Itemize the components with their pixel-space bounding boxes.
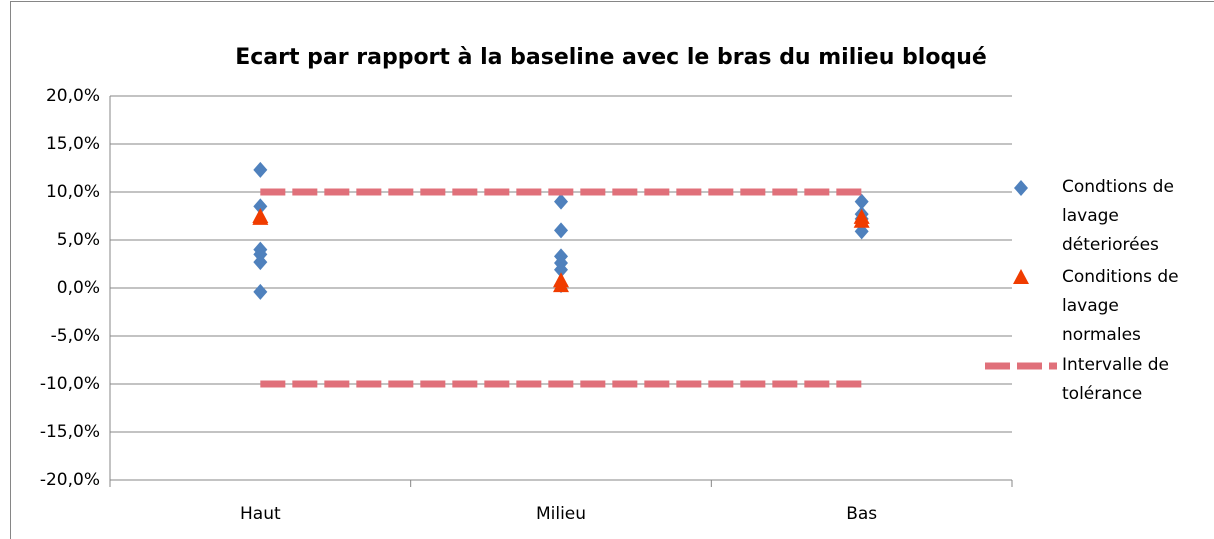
legend-label: Conditions de lavage normales [1062,267,1179,345]
diamond-marker [253,254,268,271]
legend-marker [1013,269,1029,284]
y-tick-label: 15,0% [46,134,100,154]
x-tick-label: Milieu [536,504,586,524]
y-tick-label: 10,0% [46,182,100,202]
diamond-marker [253,161,268,178]
legend-marker [1014,180,1028,196]
y-tick-label: -5,0% [51,326,100,346]
legend-label: Intervalle de tolérance [1062,355,1169,404]
diamond-marker [253,198,268,215]
chart-border [10,1,1214,539]
y-tick-label: 5,0% [57,230,100,250]
legend-label: Condtions de lavage déteriorées [1062,177,1174,255]
chart-title: Ecart par rapport à la baseline avec le … [235,45,987,70]
y-tick-label: 20,0% [46,86,100,106]
triangle-marker [553,277,569,293]
triangle-marker [252,209,269,225]
y-tick-label: 0,0% [57,278,100,298]
diamond-marker [253,283,268,300]
y-tick-label: -10,0% [40,374,100,394]
diamond-marker [554,193,568,210]
x-tick-label: Bas [846,504,877,524]
diamond-marker [854,193,869,210]
diamond-marker [554,261,568,278]
y-tick-label: -20,0% [40,470,100,490]
y-tick-label: -15,0% [40,422,100,442]
diamond-marker [554,222,568,239]
triangle-marker [853,212,870,228]
tolerance-line [260,188,862,388]
x-tick-label: Haut [240,504,281,524]
